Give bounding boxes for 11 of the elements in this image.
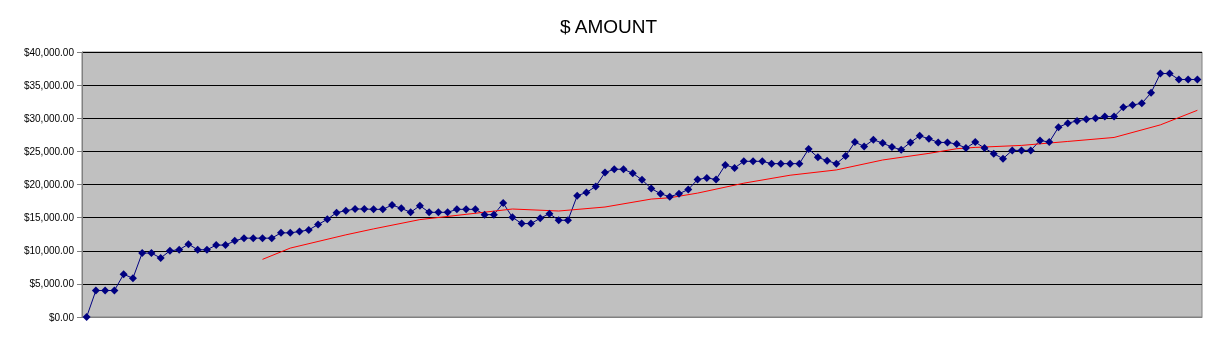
y-tick-label: $5,000.00 [29, 278, 75, 290]
y-tick-label: $15,000.00 [23, 212, 75, 224]
y-tick-label: $40,000.00 [23, 46, 75, 58]
chart-title: $ AMOUNT [559, 16, 658, 37]
line-series [262, 109, 1198, 260]
y-tick-label: $10,000.00 [23, 245, 75, 257]
y-tick-label: $35,000.00 [23, 79, 75, 91]
y-tick-label: $0.00 [48, 311, 75, 323]
y-tick-label: $25,000.00 [23, 145, 75, 157]
y-tick-label: $20,000.00 [23, 179, 75, 190]
y-tick-label: $30,000.00 [23, 112, 75, 124]
